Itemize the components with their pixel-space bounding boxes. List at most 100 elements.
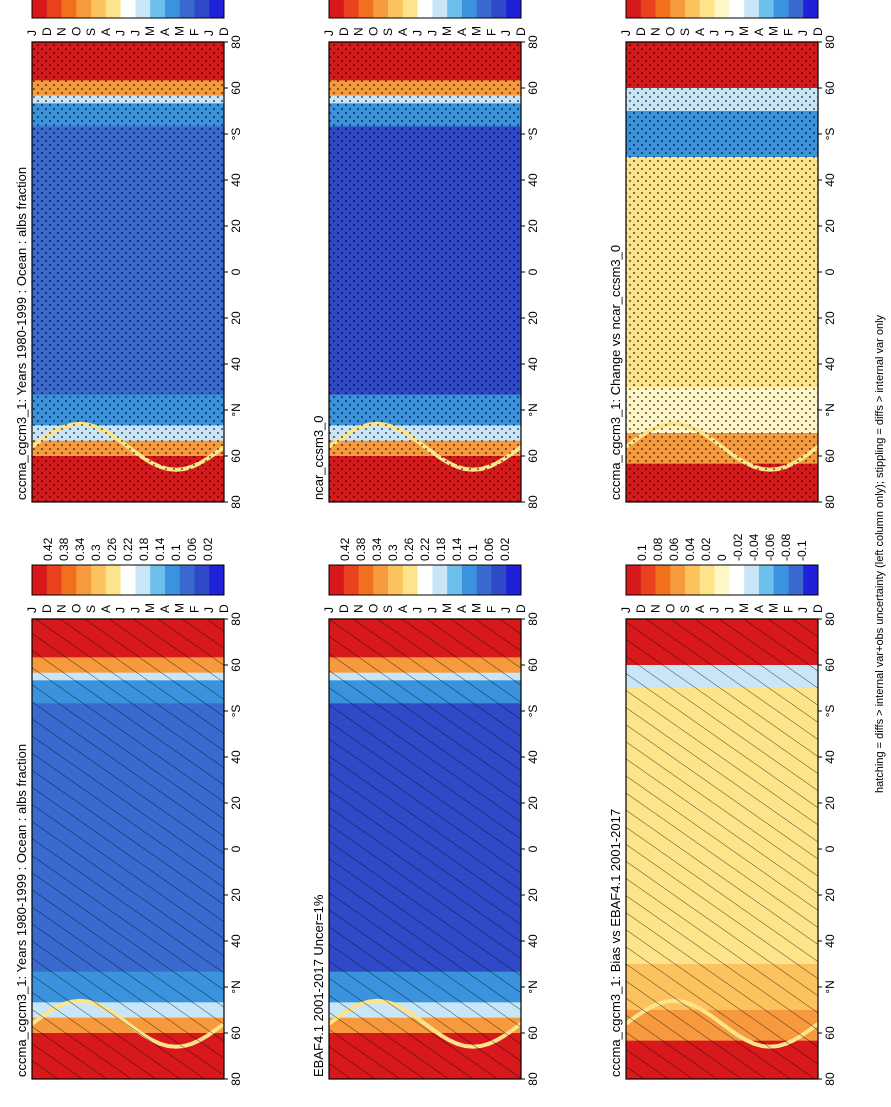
month-tick-label: J <box>322 30 336 36</box>
lat-tick-label: 0 <box>526 268 540 275</box>
colorbar-label: 0.06 <box>482 537 496 561</box>
month-tick-label: M <box>143 603 157 613</box>
colorbar-cell <box>803 565 819 595</box>
colorbar-cell <box>788 565 804 595</box>
colorbar-cell <box>461 0 478 18</box>
colorbar-cell <box>120 565 136 595</box>
colorbar-label: 0.18 <box>137 537 151 561</box>
colorbar-label: 0.1 <box>169 544 183 561</box>
colorbar-cell <box>803 0 819 18</box>
colorbar-label: 0.22 <box>418 537 432 561</box>
colorbar-cell <box>788 0 804 18</box>
colorbar-cell <box>640 0 657 18</box>
month-tick-label: S <box>84 28 98 36</box>
colorbar-cell <box>714 565 730 595</box>
month-tick-label: M <box>440 26 454 36</box>
stippling-overlay <box>329 42 521 502</box>
lat-tick-label: 60 <box>526 658 540 672</box>
month-tick-label: A <box>455 605 469 613</box>
month-tick-label: N <box>55 604 69 613</box>
colorbar-cell <box>150 565 166 595</box>
lat-tick-label: 80 <box>526 35 540 49</box>
month-tick-label: D <box>634 604 648 613</box>
colorbar-cell <box>76 0 92 18</box>
month-tick-label: S <box>381 605 395 613</box>
colorbar-frame <box>625 0 819 19</box>
lat-tick-label: 40 <box>823 357 837 371</box>
colorbar-label: 0.06 <box>185 537 199 561</box>
colorbar-label: 0.14 <box>450 537 464 561</box>
lat-tick-label: °S <box>823 705 837 718</box>
lat-tick-label: 60 <box>526 81 540 95</box>
lat-tick-label: 80 <box>526 1072 540 1086</box>
month-tick-label: J <box>796 607 810 613</box>
month-tick-label: M <box>470 603 484 613</box>
lat-tick-label: 40 <box>823 934 837 948</box>
colorbar-cell <box>76 565 92 595</box>
month-tick-label: N <box>352 604 366 613</box>
hatching-overlay <box>329 619 521 1079</box>
lat-tick-label: 40 <box>229 750 243 764</box>
lat-tick-label: 20 <box>526 796 540 810</box>
colorbar-cell <box>758 0 775 18</box>
colorbar-label: 0.22 <box>121 537 135 561</box>
month-tick-label: F <box>187 29 201 36</box>
month-tick-label: A <box>99 605 113 613</box>
colorbar-cell <box>343 0 360 18</box>
month-tick-label: O <box>663 27 677 36</box>
month-tick-label: D <box>337 27 351 36</box>
month-tick-label: N <box>649 604 663 613</box>
month-tick-label: N <box>352 27 366 36</box>
colorbar-cell <box>373 0 389 18</box>
lat-tick-label: 0 <box>823 845 837 852</box>
colorbar-cell <box>179 565 195 595</box>
panel-3: EBAF4.1 2001-2017 Uncer=1% 80 60 °N 40 20 0 20 4… <box>311 537 540 1085</box>
colorbar-label: 0.34 <box>370 537 384 561</box>
month-tick-label: D <box>514 604 528 613</box>
lat-tick-label: 60 <box>526 1026 540 1040</box>
panel-title: cccma_cgcm3_1: Bias vs EBAF4.1 2001-2017 <box>608 809 623 1077</box>
month-tick-label: D <box>811 27 825 36</box>
month-tick-label: M <box>143 26 157 36</box>
month-tick-label: J <box>708 30 722 36</box>
lat-tick-label: °N <box>526 980 540 993</box>
colorbar-label: 0.3 <box>386 544 400 561</box>
colorbar-label: -0.08 <box>779 533 793 561</box>
colorbar-cell <box>61 565 77 595</box>
colorbar-label: 0 <box>715 554 729 561</box>
colorbar-label: 0.02 <box>498 537 512 561</box>
lat-tick-label: °S <box>823 128 837 141</box>
month-tick-label: M <box>173 603 187 613</box>
colorbar-cell <box>105 0 122 18</box>
colorbar-cell <box>209 565 225 595</box>
colorbar-cell <box>388 565 404 595</box>
stippling-overlay <box>32 42 224 502</box>
colorbar-label: 0.04 <box>683 537 697 561</box>
colorbar-cell <box>773 565 789 595</box>
colorbar-cell <box>388 0 404 18</box>
month-tick-label: J <box>411 30 425 36</box>
month-tick-label: J <box>128 607 142 613</box>
month-tick-label: J <box>128 30 142 36</box>
colorbar-cell <box>491 565 507 595</box>
month-tick-label: J <box>499 607 513 613</box>
colorbar-label: 0.14 <box>153 537 167 561</box>
month-tick-label: J <box>114 607 128 613</box>
colorbar-cell <box>120 0 136 18</box>
colorbar-cell <box>714 0 730 18</box>
colorbar-cell <box>432 565 448 595</box>
colorbar-cell <box>209 0 225 18</box>
colorbar-cell <box>150 0 166 18</box>
colorbar-cell <box>758 565 775 595</box>
colorbar-cell <box>447 0 463 18</box>
month-tick-label: N <box>649 27 663 36</box>
month-tick-label: M <box>737 26 751 36</box>
lat-tick-label: 20 <box>229 888 243 902</box>
lat-tick-label: °S <box>229 705 243 718</box>
hatching-overlay <box>32 619 224 1079</box>
colorbar-cell <box>506 0 522 18</box>
colorbar-cell <box>358 0 374 18</box>
month-tick-label: A <box>752 605 766 613</box>
lat-tick-label: °N <box>229 403 243 416</box>
month-tick-label: J <box>722 30 736 36</box>
